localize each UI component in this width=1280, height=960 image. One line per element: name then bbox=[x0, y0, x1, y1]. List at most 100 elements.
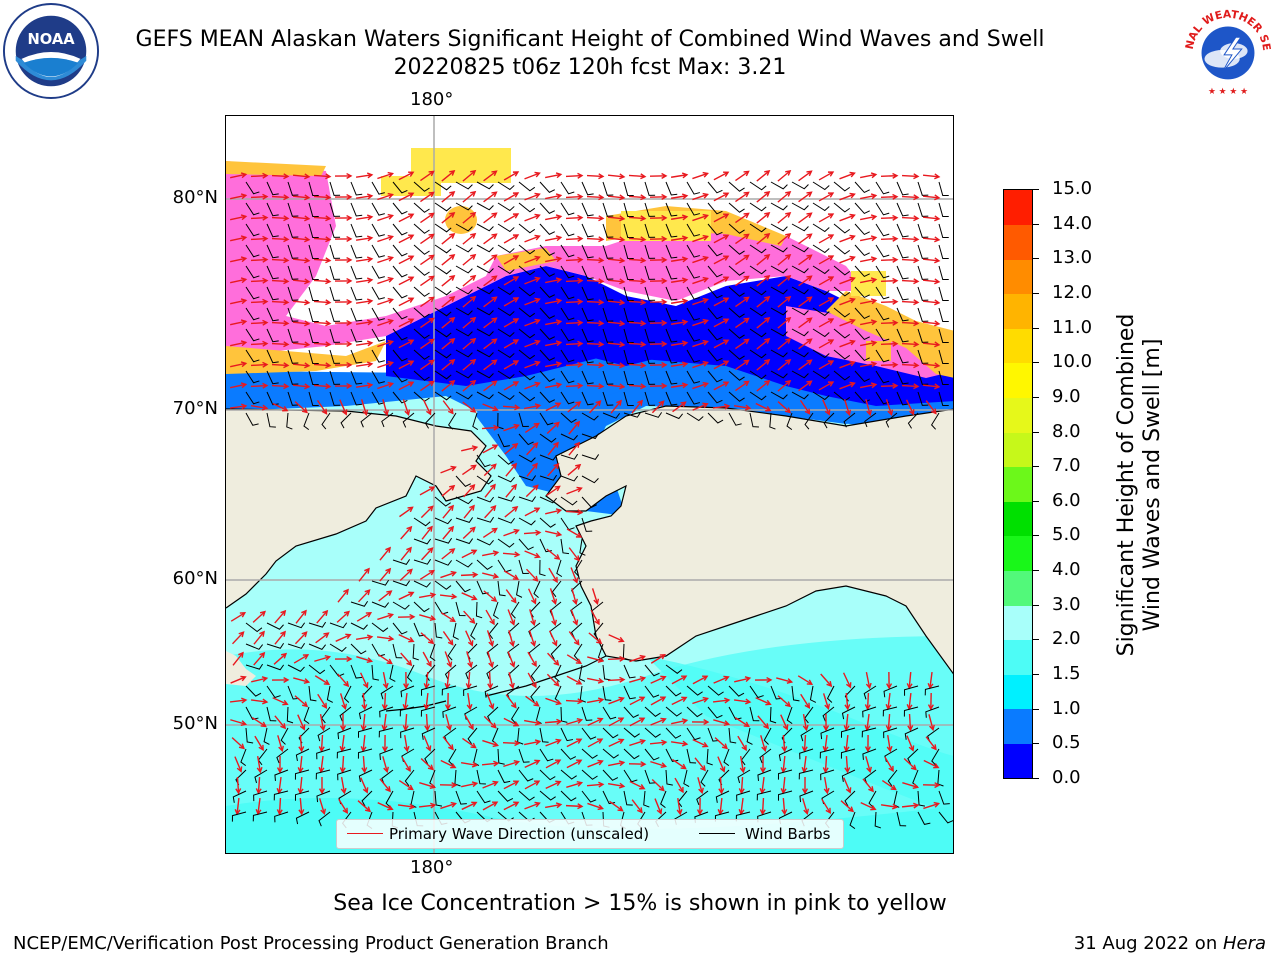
wind-barb bbox=[907, 748, 919, 765]
wave-direction-arrow bbox=[341, 755, 345, 773]
wave-direction-arrow bbox=[629, 739, 645, 747]
wave-direction-arrow bbox=[398, 360, 414, 370]
wind-barb bbox=[266, 181, 279, 196]
wind-barb bbox=[770, 349, 788, 358]
wind-barb bbox=[371, 328, 385, 342]
wave-arrow-head bbox=[491, 212, 498, 219]
wind-barb bbox=[350, 202, 363, 217]
wind-barb bbox=[455, 496, 473, 505]
wave-direction-arrow bbox=[565, 510, 583, 514]
wave-arrow-head bbox=[366, 277, 374, 284]
wind-barb bbox=[266, 685, 281, 699]
wave-direction-arrow bbox=[629, 677, 645, 683]
wave-arrow-head bbox=[555, 298, 563, 305]
wave-direction-arrow bbox=[565, 216, 583, 220]
wind-barb bbox=[287, 286, 299, 301]
wave-arrow-head bbox=[743, 212, 750, 219]
wind-barb bbox=[728, 244, 745, 255]
wind-barb bbox=[665, 223, 678, 238]
wind-barb bbox=[643, 790, 650, 808]
wind-barb bbox=[371, 664, 380, 681]
wave-direction-arrow bbox=[587, 656, 603, 662]
coastline-layer bbox=[226, 405, 953, 712]
wave-direction-arrow bbox=[880, 237, 898, 241]
wave-direction-arrow bbox=[735, 233, 749, 245]
wave-direction-arrow bbox=[398, 634, 414, 642]
wave-direction-arrow bbox=[441, 170, 455, 182]
svg-text:★ ★ ★ ★: ★ ★ ★ ★ bbox=[1208, 87, 1248, 97]
wind-barb bbox=[623, 748, 640, 760]
wave-arrow-head bbox=[513, 801, 520, 807]
wave-direction-arrow bbox=[250, 279, 268, 283]
wave-arrow-head bbox=[262, 319, 269, 326]
colorbar-tick-label: 3.0 bbox=[1052, 593, 1081, 615]
wave-direction-arrow bbox=[482, 403, 498, 411]
wave-direction-arrow bbox=[570, 609, 578, 625]
wind-barb bbox=[623, 265, 634, 280]
wind-barb bbox=[266, 642, 285, 649]
wind-barb bbox=[350, 286, 363, 301]
wind-barb bbox=[623, 328, 634, 343]
wave-direction-arrow bbox=[908, 671, 912, 689]
wind-barb bbox=[476, 370, 494, 379]
wave-arrow-head bbox=[426, 660, 432, 668]
wave-arrow-head bbox=[555, 172, 563, 179]
wave-arrow-head bbox=[512, 381, 520, 387]
wave-arrow-head bbox=[640, 278, 647, 285]
wind-barb bbox=[484, 685, 499, 698]
wave-direction-arrow bbox=[271, 258, 289, 262]
wind-barb bbox=[329, 370, 341, 385]
wave-arrow-head bbox=[259, 651, 266, 659]
wave-arrow-head bbox=[702, 276, 709, 283]
wave-arrow-head bbox=[535, 529, 542, 536]
wave-direction-arrow bbox=[756, 212, 770, 224]
wave-arrow-head bbox=[618, 782, 626, 789]
wind-barb bbox=[530, 685, 541, 702]
wind-barb bbox=[539, 307, 555, 319]
wind-barb bbox=[434, 580, 452, 590]
wind-barb bbox=[602, 181, 614, 196]
wave-direction-arrow bbox=[570, 567, 578, 583]
wave-direction-arrow bbox=[922, 384, 940, 388]
wave-arrow-head bbox=[321, 408, 328, 415]
wind-barb bbox=[273, 790, 289, 801]
wind-barb bbox=[917, 265, 929, 280]
wind-barb bbox=[849, 811, 856, 830]
colorbar-tick-label: 4.0 bbox=[1052, 559, 1081, 581]
wave-arrow-head bbox=[870, 172, 878, 179]
wave-arrow-head bbox=[913, 173, 920, 180]
wave-direction-arrow bbox=[315, 632, 329, 644]
wave-arrow-head bbox=[276, 767, 283, 774]
wave-arrow-head bbox=[907, 725, 914, 732]
wave-and-wind-vectors bbox=[229, 169, 953, 830]
wave-direction-arrow bbox=[313, 237, 331, 241]
wave-direction-arrow bbox=[908, 692, 912, 710]
wave-arrow-head bbox=[865, 682, 872, 690]
wave-arrow-head bbox=[450, 570, 457, 577]
wind-barb bbox=[371, 370, 385, 384]
wave-direction-arrow bbox=[925, 400, 937, 414]
wave-direction-arrow bbox=[545, 739, 561, 747]
wave-arrow-head bbox=[428, 254, 435, 261]
wave-arrow-head bbox=[449, 338, 456, 344]
wave-direction-arrow bbox=[756, 338, 770, 350]
wind-barb bbox=[389, 664, 396, 682]
wave-arrow-head bbox=[888, 765, 894, 773]
colorbar-segment bbox=[1004, 743, 1032, 779]
wave-arrow-head bbox=[703, 719, 710, 726]
wave-direction-arrow bbox=[740, 797, 744, 815]
wave-direction-arrow bbox=[483, 463, 497, 477]
wave-arrow-head bbox=[595, 400, 602, 407]
wave-arrow-head bbox=[849, 255, 856, 262]
wave-direction-arrow bbox=[463, 505, 475, 519]
wave-direction-arrow bbox=[797, 675, 813, 685]
wave-direction-arrow bbox=[549, 588, 557, 604]
wave-arrow-head bbox=[575, 463, 582, 470]
wind-barb bbox=[554, 664, 562, 682]
wind-barb bbox=[308, 223, 319, 238]
wind-barb bbox=[497, 433, 510, 448]
wave-arrow-head bbox=[765, 406, 772, 412]
wind-barb bbox=[770, 244, 788, 253]
colorbar-tick bbox=[1033, 189, 1039, 190]
wave-direction-arrow bbox=[462, 212, 476, 224]
